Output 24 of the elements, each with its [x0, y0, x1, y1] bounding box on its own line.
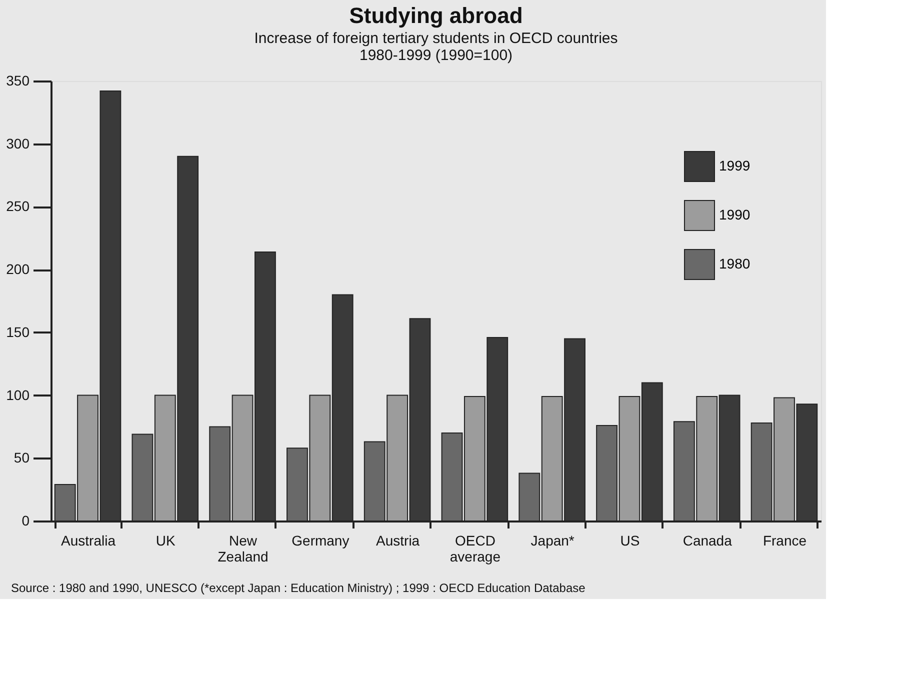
x-tick-label: Austria [376, 532, 420, 548]
x-tick-label: France [762, 532, 807, 548]
x-tick-label: New Zealand [218, 532, 268, 564]
y-tick-label: 200 [6, 261, 30, 278]
y-tick-label: 50 [14, 450, 30, 466]
y-tick-label: 350 [6, 72, 30, 88]
y-tick-label: 300 [6, 135, 30, 152]
x-tick-label: Canada [682, 532, 732, 548]
y-tick-label: 150 [6, 324, 30, 340]
x-tick-label: Japan* [530, 532, 575, 548]
x-tick-label: US [620, 532, 640, 548]
y-tick-label: 0 [22, 512, 30, 528]
legend-label: 1999 [719, 158, 750, 174]
x-tick-label: UK [156, 532, 176, 548]
y-tick-label: 100 [6, 386, 30, 403]
legend-label: 1980 [719, 256, 750, 272]
source-note: Source : 1980 and 1990, UNESCO (*except Japan : Education Ministry) ; 1999 : OECD Education Database [11, 581, 586, 595]
y-tick-label: 250 [6, 198, 30, 214]
x-tick-label: Australia [61, 532, 116, 548]
x-tick-label: Germany [292, 532, 350, 548]
chart-subtitle: Increase of foreign tertiary students in OECD countries 1980-1999 (1990=100) [254, 30, 618, 64]
chart-title: Studying abroad [349, 3, 523, 28]
x-tick-label: OECD average [450, 532, 501, 564]
legend-label: 1990 [719, 206, 750, 222]
